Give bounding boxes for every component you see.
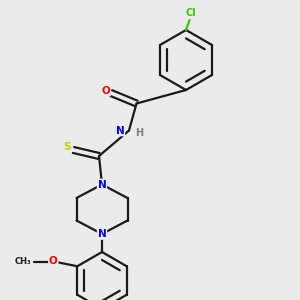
Text: N: N bbox=[116, 125, 124, 136]
Text: Cl: Cl bbox=[185, 8, 196, 19]
Text: H: H bbox=[135, 128, 144, 139]
Text: O: O bbox=[101, 85, 110, 96]
Text: CH₃: CH₃ bbox=[15, 257, 32, 266]
Text: S: S bbox=[64, 142, 71, 152]
Text: O: O bbox=[49, 256, 58, 266]
Text: N: N bbox=[98, 179, 106, 190]
Text: N: N bbox=[98, 229, 106, 239]
